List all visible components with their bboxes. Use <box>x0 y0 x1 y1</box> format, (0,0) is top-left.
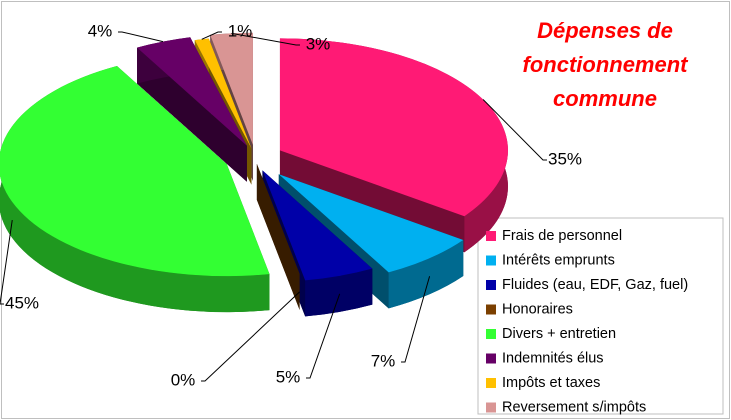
data-label: 1% <box>228 21 253 40</box>
data-label: 35% <box>548 149 582 168</box>
legend-label: Honoraires <box>502 301 573 317</box>
legend-swatch <box>486 255 496 266</box>
legend-swatch <box>486 378 496 388</box>
data-label: 5% <box>276 367 301 386</box>
leader-line <box>201 291 300 382</box>
legend-swatch <box>486 280 496 290</box>
slice <box>256 163 300 310</box>
slice-side <box>0 65 270 313</box>
leader-line <box>306 293 341 379</box>
slice-side <box>388 240 464 309</box>
legend-box <box>477 217 724 415</box>
slice-top <box>0 65 270 277</box>
slice-top <box>279 38 508 217</box>
legend-swatch <box>486 329 496 339</box>
leader-line <box>201 31 222 40</box>
slice-wall <box>256 163 300 310</box>
legend-label: Divers + entretien <box>502 326 616 342</box>
legend-label: Fluides (eau, EDF, Gaz, fuel) <box>502 277 688 293</box>
slice <box>137 37 247 182</box>
legend-label: Impôts et taxes <box>502 375 600 391</box>
slice-wall <box>137 47 247 182</box>
data-label: 7% <box>371 351 396 370</box>
leader-line <box>401 276 431 363</box>
data-label: 3% <box>306 34 331 53</box>
leader-line <box>482 99 547 161</box>
leader-line <box>231 32 300 46</box>
legend-swatch <box>486 304 496 315</box>
slice-side <box>305 268 373 317</box>
legend-swatch <box>486 353 496 364</box>
chart-title: Dépenses de fonctionnement commune <box>522 18 688 111</box>
data-label: 0% <box>171 370 196 389</box>
slice-top <box>262 170 373 281</box>
slice <box>0 65 270 313</box>
leader-line <box>0 219 13 305</box>
legend-label: Indemnités élus <box>502 350 604 366</box>
slice <box>279 38 508 253</box>
legend-label: Reversement s/impôts <box>502 399 646 415</box>
legend-label: Intérêts emprunts <box>502 252 615 268</box>
leader-line <box>118 31 164 43</box>
slice-top <box>137 37 247 146</box>
legend-label: Frais de personnel <box>502 228 622 244</box>
data-label: 4% <box>88 21 113 40</box>
legend-swatch <box>486 231 496 241</box>
slice-top <box>210 32 253 145</box>
slice-top <box>194 38 252 149</box>
data-label: 45% <box>5 293 39 312</box>
slice-top <box>278 174 464 273</box>
legend-swatch <box>486 402 496 413</box>
